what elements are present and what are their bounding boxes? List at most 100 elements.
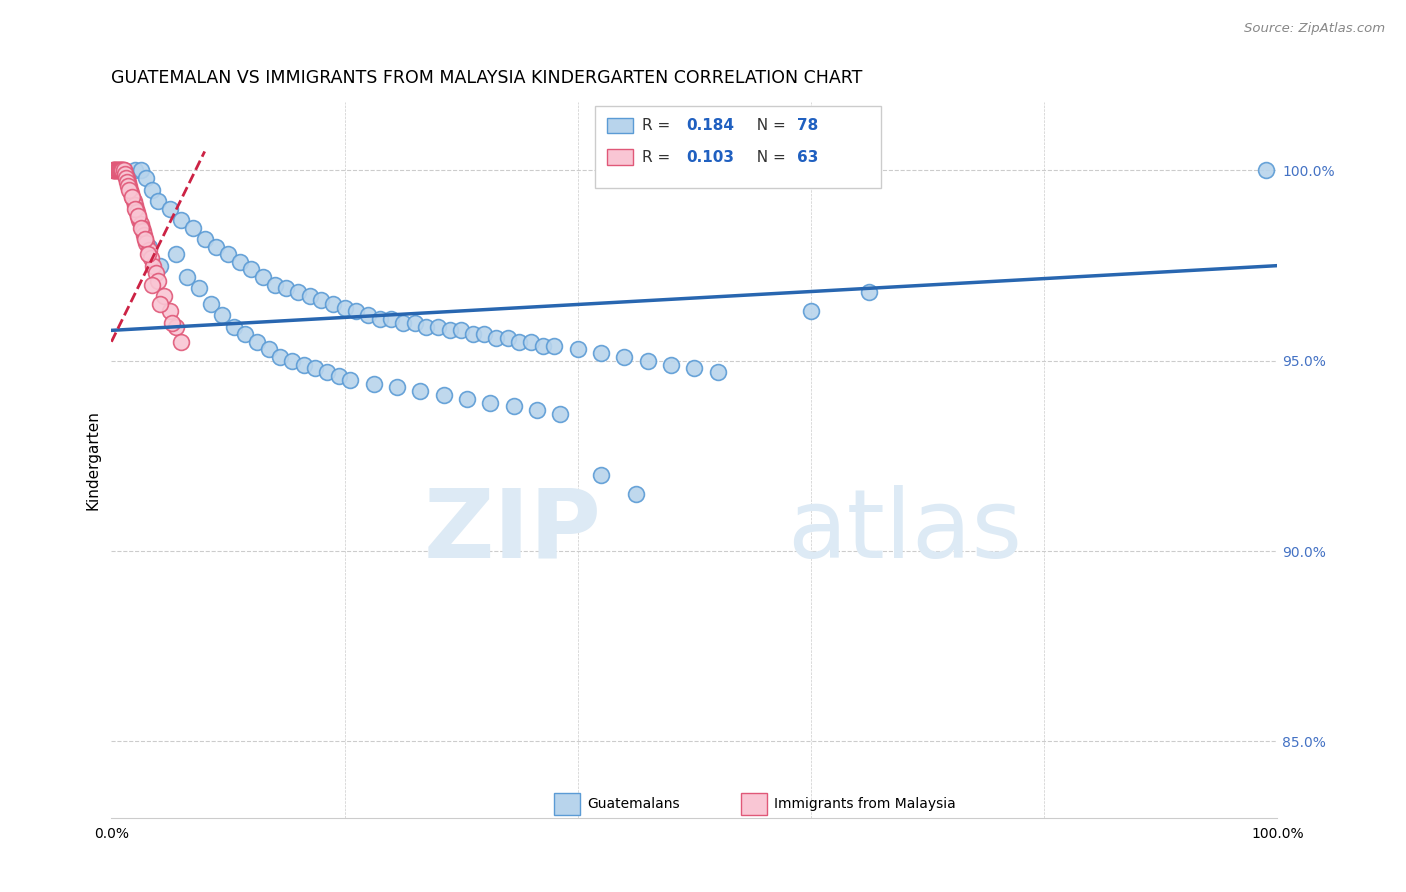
Point [139,251,162,265]
Point [159,202,181,216]
Point [127,209,149,223]
Point [333,301,356,315]
Point [111,163,134,178]
Point [105,163,128,178]
Point [145,266,167,280]
Point [128,213,150,227]
Point [134,232,156,246]
Point [120,182,142,196]
Point [426,319,449,334]
Point [637,353,659,368]
Text: atlas: atlas [787,485,1022,578]
Point [104,163,127,178]
Point [344,304,367,318]
Text: Guatemalans: Guatemalans [588,797,679,811]
Point [456,392,478,406]
Point [114,167,136,181]
Point [134,232,156,246]
Point [105,163,128,178]
Point [228,255,250,269]
Point [385,380,408,394]
Text: GUATEMALAN VS IMMIGRANTS FROM MALAYSIA KINDERGARTEN CORRELATION CHART: GUATEMALAN VS IMMIGRANTS FROM MALAYSIA K… [111,69,863,87]
Point [217,247,239,261]
Point [526,403,548,417]
FancyBboxPatch shape [554,793,581,814]
Point [124,163,146,178]
Point [115,171,138,186]
Text: 63: 63 [797,150,818,164]
Point [135,235,157,250]
Text: N =: N = [747,150,790,164]
Point [112,163,135,178]
Text: N =: N = [747,118,790,133]
Point [1254,163,1277,178]
Text: R =: R = [643,150,675,164]
Point [659,358,682,372]
Text: ZIP: ZIP [423,485,602,578]
Point [409,384,432,399]
Point [160,316,183,330]
Point [149,259,172,273]
Y-axis label: Kindergarten: Kindergarten [86,409,100,509]
Point [115,171,138,186]
Point [316,365,339,379]
Point [107,163,129,178]
Point [404,316,426,330]
Point [281,353,304,368]
Point [263,277,285,292]
Point [108,163,131,178]
Point [108,163,131,178]
FancyBboxPatch shape [607,149,633,165]
Point [508,334,530,349]
Point [165,247,187,261]
Point [141,182,163,196]
Point [531,338,554,352]
Point [269,350,291,364]
Point [543,338,565,352]
Point [138,239,160,253]
Point [368,312,391,326]
Point [146,274,169,288]
Point [110,163,132,178]
Point [450,323,472,337]
Point [800,304,823,318]
Point [124,202,146,216]
Point [502,400,524,414]
Text: R =: R = [643,118,675,133]
FancyBboxPatch shape [607,118,633,134]
Point [149,296,172,310]
Point [104,163,127,178]
Point [105,163,128,178]
Point [392,316,415,330]
Point [127,209,149,223]
Point [101,163,124,178]
Point [165,319,187,334]
Point [129,217,152,231]
Point [433,388,456,402]
Point [136,247,159,261]
Point [115,175,138,189]
Point [548,407,571,421]
Point [129,220,152,235]
Point [132,228,155,243]
Point [121,190,143,204]
Point [101,163,124,178]
FancyBboxPatch shape [741,793,766,814]
Point [520,334,543,349]
Point [103,163,125,178]
Point [125,202,148,216]
Point [132,224,155,238]
Point [153,289,176,303]
Point [287,285,309,300]
Text: Immigrants from Malaysia: Immigrants from Malaysia [773,797,955,811]
Point [117,178,139,193]
Point [613,350,636,364]
Point [205,239,228,253]
Point [170,213,193,227]
Point [222,319,245,334]
Point [485,331,508,345]
Point [131,220,153,235]
Point [121,190,143,204]
Point [474,327,496,342]
Point [439,323,461,337]
